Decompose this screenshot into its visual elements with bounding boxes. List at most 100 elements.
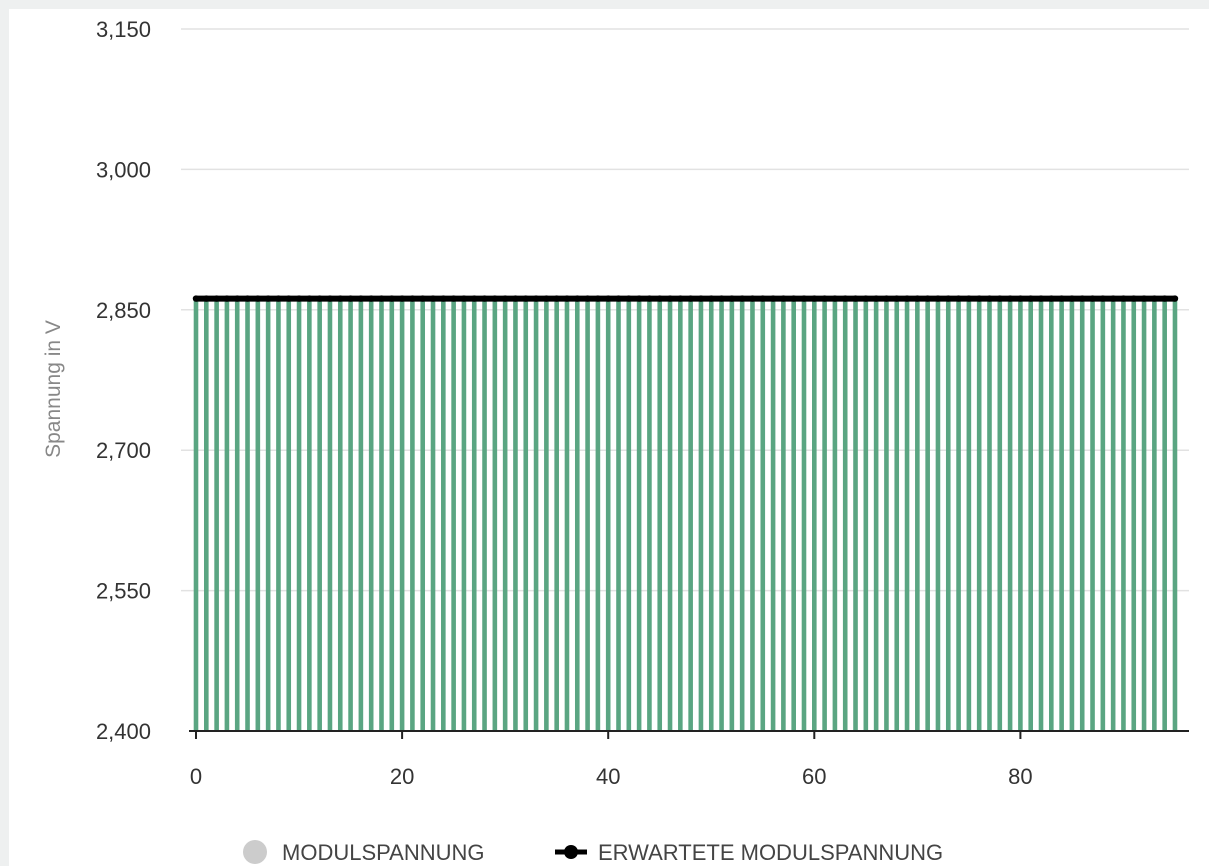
expected-voltage-point[interactable] xyxy=(605,295,612,302)
bar[interactable] xyxy=(265,300,271,731)
bar[interactable] xyxy=(327,300,333,731)
bar[interactable] xyxy=(636,300,642,731)
expected-voltage-point[interactable] xyxy=(347,295,354,302)
bar[interactable] xyxy=(791,300,796,731)
bar[interactable] xyxy=(1018,300,1023,731)
expected-voltage-point[interactable] xyxy=(677,295,684,302)
expected-voltage-point[interactable] xyxy=(543,295,550,302)
expected-voltage-point[interactable] xyxy=(532,295,540,302)
bar[interactable] xyxy=(698,300,704,731)
bar[interactable] xyxy=(760,300,766,731)
bar[interactable] xyxy=(904,300,910,731)
expected-voltage-point[interactable] xyxy=(244,295,251,302)
expected-voltage-point[interactable] xyxy=(295,295,303,302)
expected-voltage-point[interactable] xyxy=(934,295,942,302)
bar[interactable] xyxy=(471,300,477,731)
expected-voltage-point[interactable] xyxy=(440,295,447,302)
legend-item-modulspannung[interactable]: MODULSPANNUNG xyxy=(243,840,485,865)
bar[interactable] xyxy=(204,300,209,731)
bar[interactable] xyxy=(997,300,1003,731)
bar[interactable] xyxy=(842,300,848,731)
expected-voltage-point[interactable] xyxy=(790,295,797,302)
bar[interactable] xyxy=(482,300,487,731)
expected-voltage-point[interactable] xyxy=(1017,295,1024,302)
legend-item-erwartete-modulspannung[interactable]: ERWARTETE MODULSPANNUNG xyxy=(555,840,943,865)
expected-voltage-point[interactable] xyxy=(429,295,437,302)
bar[interactable] xyxy=(678,300,683,731)
expected-voltage-point[interactable] xyxy=(903,295,911,302)
bar[interactable] xyxy=(245,300,250,731)
expected-voltage-point[interactable] xyxy=(862,295,870,302)
expected-voltage-point[interactable] xyxy=(203,295,210,302)
expected-voltage-point[interactable] xyxy=(821,295,828,302)
expected-voltage-point[interactable] xyxy=(646,295,653,302)
expected-voltage-point[interactable] xyxy=(512,295,519,302)
expected-voltage-point[interactable] xyxy=(419,295,426,302)
expected-voltage-point[interactable] xyxy=(388,295,395,302)
expected-voltage-point[interactable] xyxy=(656,295,663,302)
bar[interactable] xyxy=(884,300,889,731)
bar[interactable] xyxy=(399,300,405,731)
expected-voltage-point[interactable] xyxy=(1089,295,1096,302)
bar[interactable] xyxy=(492,300,498,731)
bar[interactable] xyxy=(729,300,735,731)
bar[interactable] xyxy=(307,300,312,731)
bar[interactable] xyxy=(554,300,559,731)
expected-voltage-point[interactable] xyxy=(501,295,509,302)
bar[interactable] xyxy=(348,300,353,731)
expected-voltage-point[interactable] xyxy=(738,295,746,302)
expected-voltage-point[interactable] xyxy=(378,295,385,302)
expected-voltage-point[interactable] xyxy=(945,295,952,302)
bar[interactable] xyxy=(430,300,436,731)
expected-voltage-point[interactable] xyxy=(615,295,622,302)
expected-voltage-point[interactable] xyxy=(1099,295,1107,302)
bar[interactable] xyxy=(812,300,817,731)
expected-voltage-point[interactable] xyxy=(625,295,633,302)
expected-voltage-point[interactable] xyxy=(914,295,921,302)
expected-voltage-point[interactable] xyxy=(357,295,365,302)
expected-voltage-point[interactable] xyxy=(264,295,272,302)
bar[interactable] xyxy=(1152,300,1157,731)
bar[interactable] xyxy=(605,300,611,731)
expected-voltage-point[interactable] xyxy=(1161,295,1168,302)
bar[interactable] xyxy=(379,300,384,731)
bar[interactable] xyxy=(1162,300,1167,731)
expected-voltage-point[interactable] xyxy=(1120,295,1127,302)
bar[interactable] xyxy=(719,300,724,731)
bar[interactable] xyxy=(523,300,529,731)
expected-voltage-point[interactable] xyxy=(1027,295,1034,302)
expected-voltage-point[interactable] xyxy=(553,295,560,302)
bar[interactable] xyxy=(1090,300,1095,731)
bar[interactable] xyxy=(461,300,467,731)
expected-voltage-point[interactable] xyxy=(337,295,344,302)
expected-voltage-point[interactable] xyxy=(800,295,808,302)
bar[interactable] xyxy=(224,300,230,731)
expected-voltage-point[interactable] xyxy=(872,295,880,302)
expected-voltage-point[interactable] xyxy=(574,295,581,302)
bar[interactable] xyxy=(564,300,570,731)
expected-voltage-point[interactable] xyxy=(955,295,962,302)
bar[interactable] xyxy=(296,300,302,731)
bar[interactable] xyxy=(420,300,426,731)
expected-voltage-point[interactable] xyxy=(1058,295,1065,302)
bar[interactable] xyxy=(781,300,786,731)
bar[interactable] xyxy=(193,300,199,731)
expected-voltage-point[interactable] xyxy=(234,295,241,302)
expected-voltage-point[interactable] xyxy=(1079,295,1086,302)
bar[interactable] xyxy=(585,300,590,731)
expected-voltage-point[interactable] xyxy=(192,295,200,302)
expected-voltage-point[interactable] xyxy=(965,295,973,302)
bar[interactable] xyxy=(739,300,745,731)
expected-voltage-point[interactable] xyxy=(697,295,705,302)
bar[interactable] xyxy=(441,300,446,731)
bar[interactable] xyxy=(667,300,673,731)
expected-voltage-point[interactable] xyxy=(842,295,849,302)
bar[interactable] xyxy=(956,300,961,731)
expected-voltage-point[interactable] xyxy=(409,295,416,302)
expected-voltage-point[interactable] xyxy=(460,295,468,302)
bar[interactable] xyxy=(1110,300,1116,731)
bar[interactable] xyxy=(317,300,322,731)
expected-voltage-point[interactable] xyxy=(471,295,478,302)
bar[interactable] xyxy=(863,300,869,731)
expected-voltage-point[interactable] xyxy=(275,295,282,302)
